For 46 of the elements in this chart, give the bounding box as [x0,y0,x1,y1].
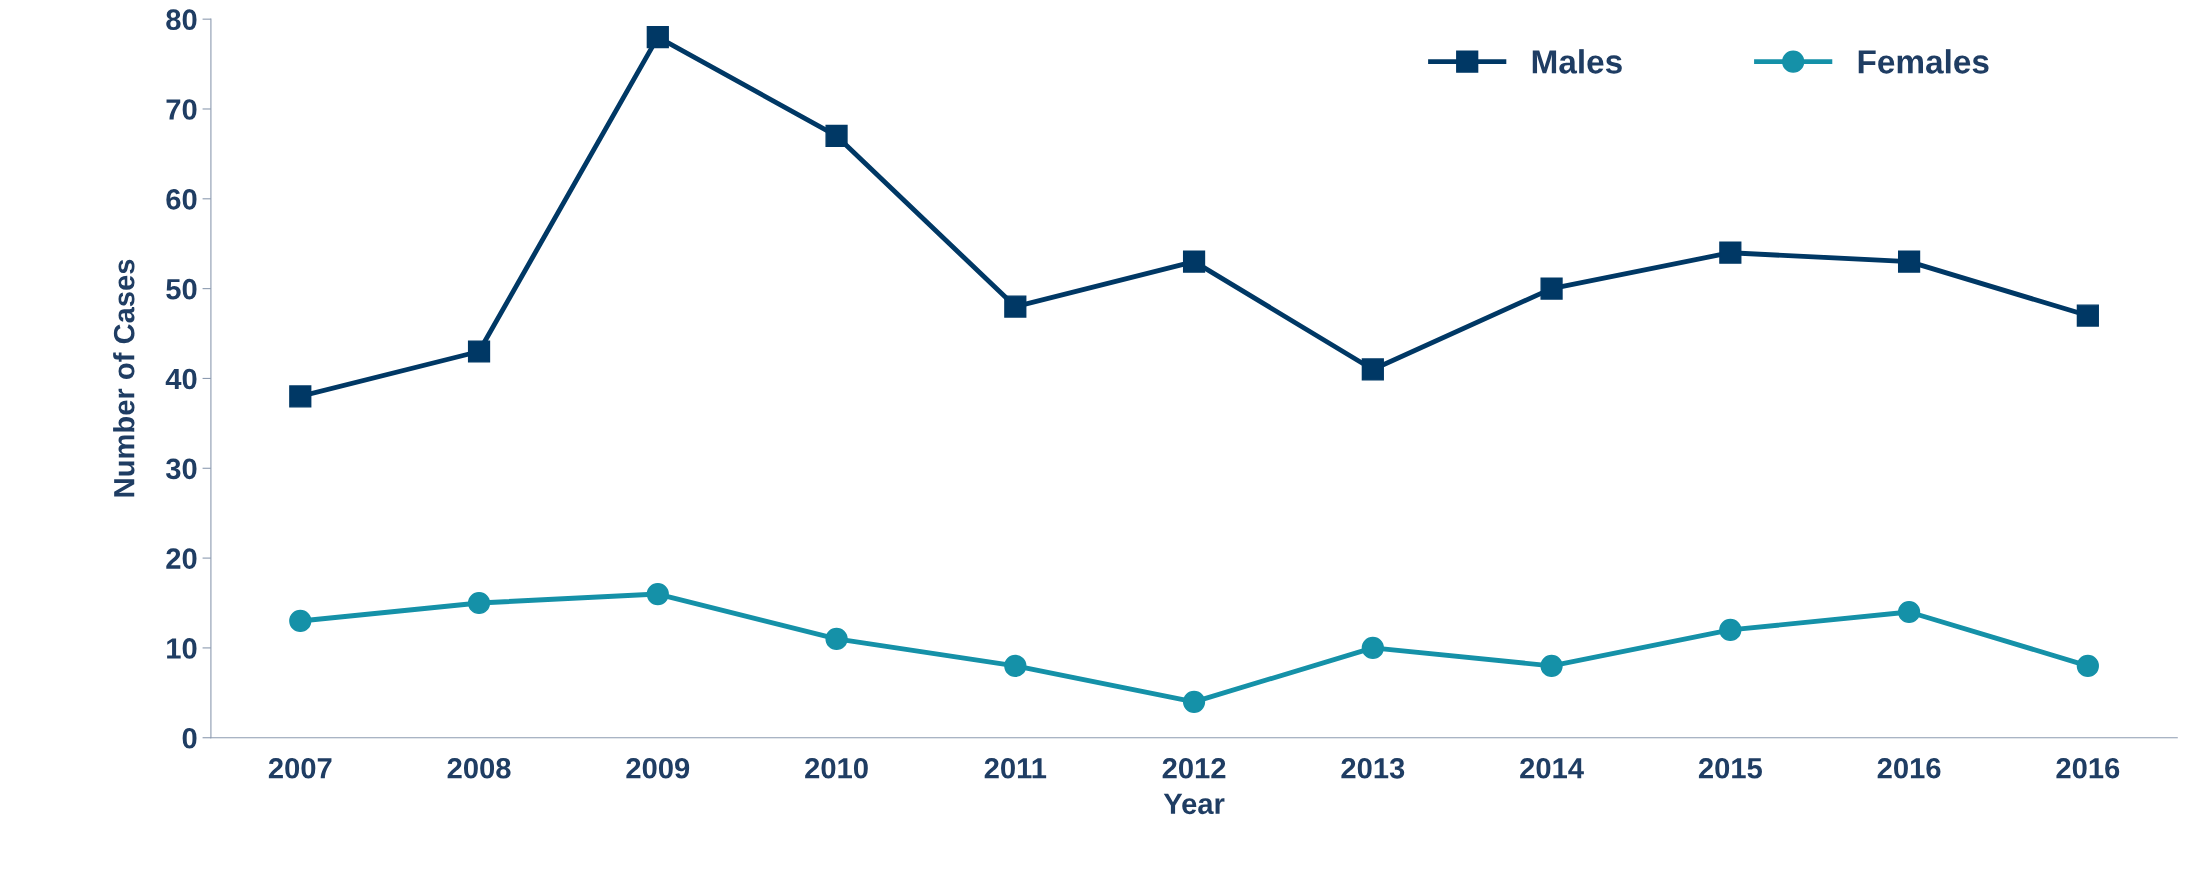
x-tick-label: 2016 [2056,757,2120,779]
point [1004,295,1027,318]
x-tick-label: 2010 [805,757,868,779]
x-tick-label: 2007 [268,757,332,779]
y-tick-label: 0 [182,727,197,749]
point [1540,277,1563,300]
point [1897,600,1921,624]
x-tick-label: 2009 [626,757,690,779]
point [1182,690,1206,713]
point [1361,636,1384,660]
point [1182,250,1206,273]
x-tick-label: 2016 [1877,757,1941,779]
point [825,627,848,651]
x-axis-title: Year [1163,793,1225,815]
y-tick-label: 20 [166,548,197,569]
x-tick-label: 2015 [1698,757,1762,779]
point [467,340,491,363]
point [1719,241,1742,264]
x-tick-label: 2014 [1520,757,1584,779]
point [646,582,669,606]
point [1897,250,1921,273]
legend-label: Males [1532,49,1622,74]
point [1719,618,1742,642]
point [646,26,669,49]
y-tick-label: 80 [166,9,197,31]
y-tick-label: 70 [166,99,197,120]
x-tick-label: 2008 [447,757,511,779]
y-tick-label: 30 [165,458,197,480]
point [1361,358,1384,381]
y-tick-label: 10 [167,638,197,659]
point [2076,654,2099,677]
point [289,609,312,633]
point [467,591,491,615]
x-tick-label: 2012 [1162,757,1226,779]
point [289,385,312,408]
point [825,124,848,148]
y-axis-title: Number of Cases [113,259,135,497]
y-tick-label: 60 [166,189,197,210]
x-tick-label: 2013 [1341,757,1405,779]
point [1540,654,1563,677]
point [1004,654,1027,677]
y-tick-label: 40 [165,368,197,390]
point [2076,304,2099,327]
legend-label: Females [1858,49,1989,74]
y-tick-label: 50 [166,278,197,300]
x-tick-label: 2011 [984,757,1047,779]
